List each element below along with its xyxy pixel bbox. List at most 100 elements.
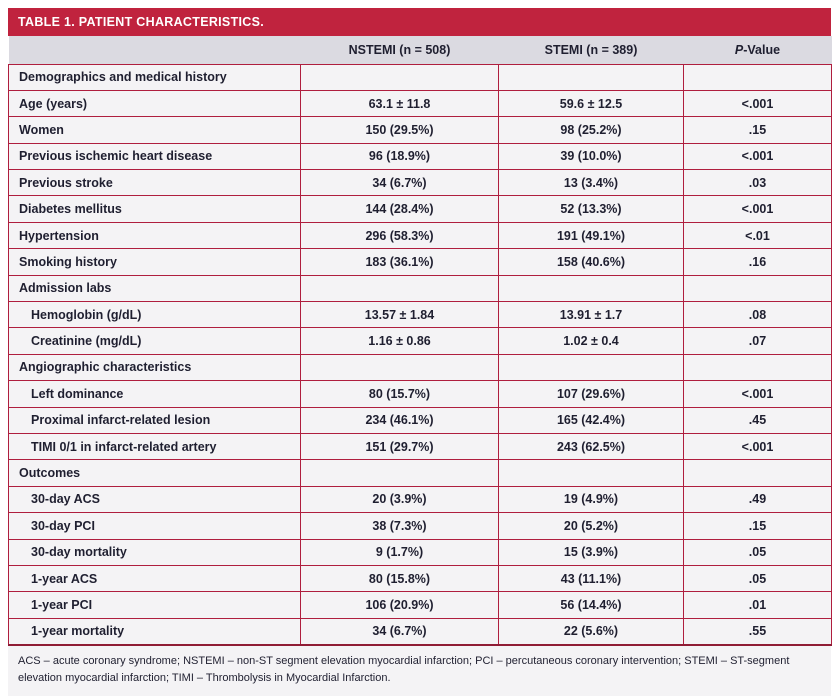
table-title-bar: TABLE 1. PATIENT CHARACTERISTICS. [8, 8, 831, 36]
table-body: Demographics and medical history Age (yea… [8, 63, 832, 647]
p-value [683, 459, 832, 487]
stemi-value: 13.91 ± 1.7 [498, 301, 684, 328]
row-label: Hemoglobin (g/dL) [8, 301, 301, 328]
nstemi-value: 34 (6.7%) [300, 617, 499, 647]
stemi-value: 22 (5.6%) [498, 617, 684, 647]
section-row: Angiographic characteristics [8, 353, 832, 381]
table-row: Smoking history 183 (36.1%) 158 (40.6%) .16 [8, 248, 832, 276]
p-value: <.001 [683, 142, 832, 170]
stemi-value: 98 (25.2%) [498, 116, 684, 144]
stemi-value: 107 (29.6%) [498, 380, 684, 408]
nstemi-value: 151 (29.7%) [300, 432, 499, 460]
row-label: TIMI 0/1 in infarct-related artery [8, 432, 301, 460]
section-label: Demographics and medical history [8, 63, 301, 91]
p-value: .08 [683, 301, 832, 328]
row-label: Creatinine (mg/dL) [8, 327, 301, 355]
section-row: Outcomes [8, 459, 832, 487]
table-row: 1-year PCI 106 (20.9%) 56 (14.4%) .01 [8, 591, 832, 619]
nstemi-value: 80 (15.8%) [300, 564, 499, 592]
nstemi-value: 296 (58.3%) [300, 221, 499, 249]
row-label: Smoking history [8, 248, 301, 276]
p-value [683, 353, 832, 381]
nstemi-value [300, 353, 499, 381]
table-row: Creatinine (mg/dL) 1.16 ± 0.86 1.02 ± 0.4.… [8, 327, 832, 355]
table-row: Left dominance 80 (15.7%) 107 (29.6%) <.001 [8, 380, 832, 408]
table-header: NSTEMI (n = 508) STEMI (n = 389) P-Value [8, 36, 832, 64]
row-label: Proximal infarct-related lesion [8, 406, 301, 434]
stemi-value: 165 (42.4%) [498, 406, 684, 434]
table-row: 30-day PCI 38 (7.3%) 20 (5.2%) .15 [8, 512, 832, 540]
row-label: 30-day ACS [8, 485, 301, 513]
p-value: .15 [683, 512, 832, 540]
stemi-value: 191 (49.1%) [498, 221, 684, 249]
section-row: Admission labs [8, 274, 832, 302]
stemi-value: 43 (11.1%) [498, 564, 684, 592]
table-row: TIMI 0/1 in infarct-related artery 151 (2… [8, 432, 832, 460]
patient-characteristics-table: TABLE 1. PATIENT CHARACTERISTICS. NSTEMI… [8, 8, 832, 697]
row-label: Age (years) [8, 89, 301, 117]
p-value: <.001 [683, 380, 832, 408]
pvalue-italic-p: P [734, 42, 744, 57]
characteristics-table: NSTEMI (n = 508) STEMI (n = 389) P-Value… [8, 36, 832, 647]
table-row: Previous ischemic heart disease 96 (18.9%… [8, 142, 832, 170]
row-label: Previous stroke [8, 169, 301, 196]
stemi-value [498, 63, 684, 91]
nstemi-value: 234 (46.1%) [300, 406, 499, 434]
p-value [683, 63, 832, 91]
pvalue-rest: -Value [743, 42, 781, 57]
stemi-value: 15 (3.9%) [498, 538, 684, 566]
table-row: Previous stroke 34 (6.7%) 13 (3.4%) .03 [8, 169, 832, 196]
nstemi-value: 1.16 ± 0.86 [300, 327, 499, 355]
p-value [683, 274, 832, 302]
nstemi-value: 80 (15.7%) [300, 380, 499, 408]
stemi-value: 39 (10.0%) [498, 142, 684, 170]
row-label: 1-year mortality [8, 617, 301, 647]
header-nstemi: NSTEMI (n = 508) [348, 42, 451, 57]
p-value: .07 [683, 327, 832, 355]
p-value: .49 [683, 485, 832, 513]
table-row: 1-year mortality 34 (6.7%) 22 (5.6%) .55 [8, 617, 832, 647]
table-row: Women 150 (29.5%) 98 (25.2%) .15 [8, 116, 832, 144]
nstemi-value: 20 (3.9%) [300, 485, 499, 513]
p-value: <.01 [683, 221, 832, 249]
table-row: Age (years) 63.1 ± 11.8 59.6 ± 12.5 <.001 [8, 89, 832, 117]
nstemi-value: 144 (28.4%) [300, 195, 499, 223]
nstemi-value: 13.57 ± 1.84 [300, 301, 499, 328]
section-label: Admission labs [8, 274, 301, 302]
header-label-spacer [9, 36, 301, 64]
table-footnote: ACS – acute coronary syndrome; NSTEMI – … [8, 646, 831, 697]
table-title: TABLE 1. PATIENT CHARACTERISTICS. [18, 15, 265, 29]
p-value: <.001 [683, 195, 832, 223]
nstemi-value: 34 (6.7%) [300, 169, 499, 196]
nstemi-value: 9 (1.7%) [300, 538, 499, 566]
row-label: 1-year PCI [8, 591, 301, 619]
row-label: Left dominance [8, 380, 301, 408]
stemi-value: 13 (3.4%) [498, 169, 684, 196]
table-row: 30-day mortality 9 (1.7%) 15 (3.9%) .05 [8, 538, 832, 566]
p-value: .03 [683, 169, 832, 196]
stemi-value: 19 (4.9%) [498, 485, 684, 513]
nstemi-value [300, 459, 499, 487]
table-row: Proximal infarct-related lesion 234 (46.1… [8, 406, 832, 434]
nstemi-value [300, 63, 499, 91]
row-label: Previous ischemic heart disease [8, 142, 301, 170]
nstemi-value: 38 (7.3%) [300, 512, 499, 540]
row-label: 1-year ACS [8, 564, 301, 592]
table-row: Hemoglobin (g/dL) 13.57 ± 1.84 13.91 ± 1.7… [8, 301, 832, 328]
p-value: .01 [683, 591, 832, 619]
row-label: 30-day mortality [8, 538, 301, 566]
stemi-value: 20 (5.2%) [498, 512, 684, 540]
p-value: .05 [683, 538, 832, 566]
header-stemi: STEMI (n = 389) [544, 42, 638, 57]
stemi-value: 1.02 ± 0.4 [498, 327, 684, 355]
nstemi-value: 63.1 ± 11.8 [300, 89, 499, 117]
row-label: 30-day PCI [8, 512, 301, 540]
table-row: Diabetes mellitus 144 (28.4%) 52 (13.3%) <.… [8, 195, 832, 223]
stemi-value: 52 (13.3%) [498, 195, 684, 223]
p-value: .55 [683, 617, 832, 647]
nstemi-value: 106 (20.9%) [300, 591, 499, 619]
header-pvalue: P-Value [684, 36, 832, 64]
row-label: Diabetes mellitus [8, 195, 301, 223]
nstemi-value [300, 274, 499, 302]
p-value: .45 [683, 406, 832, 434]
